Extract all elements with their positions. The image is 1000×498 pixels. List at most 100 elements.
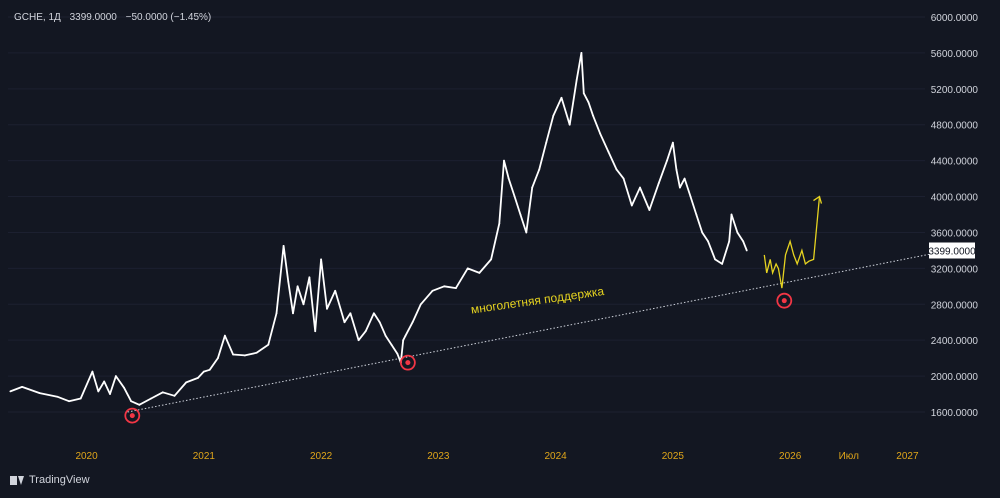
price-point bbox=[666, 159, 668, 162]
price-point bbox=[639, 186, 641, 189]
y-tick-label: 4000.0000 bbox=[931, 193, 979, 204]
price-point bbox=[587, 101, 590, 104]
price-point bbox=[538, 168, 541, 171]
price-point bbox=[314, 330, 317, 333]
x-tick-label: Июл bbox=[839, 451, 859, 462]
price-point bbox=[287, 280, 290, 283]
forecast-line bbox=[763, 196, 821, 289]
price-point bbox=[519, 213, 522, 216]
symbol-label: GCHE, 1Д bbox=[14, 12, 61, 23]
price-point bbox=[402, 339, 405, 342]
price-point bbox=[384, 334, 387, 337]
price-point bbox=[349, 312, 352, 315]
price-point bbox=[478, 271, 481, 274]
price-point bbox=[736, 231, 739, 234]
price-point bbox=[707, 240, 709, 243]
price-point bbox=[580, 52, 583, 54]
price-point bbox=[689, 195, 692, 198]
price-point bbox=[657, 182, 660, 184]
price-point bbox=[599, 132, 602, 135]
y-tick-label: 3200.0000 bbox=[931, 264, 979, 275]
price-point bbox=[282, 245, 285, 247]
price-point bbox=[648, 209, 651, 211]
close-price: 3399.0000 bbox=[69, 12, 117, 23]
price-point bbox=[431, 289, 434, 292]
price-point bbox=[404, 334, 407, 337]
price-point bbox=[68, 400, 70, 403]
price-point bbox=[123, 386, 125, 389]
price-point bbox=[466, 267, 469, 270]
price-point bbox=[372, 312, 375, 315]
tradingview-brand[interactable]: TradingView bbox=[10, 474, 90, 486]
price-point bbox=[302, 303, 305, 306]
last-price-label: 3399.0000 bbox=[928, 246, 976, 257]
price-point bbox=[498, 222, 501, 225]
price-point bbox=[197, 376, 199, 379]
price-point bbox=[173, 394, 176, 397]
price-point bbox=[79, 397, 82, 400]
y-tick-label: 1600.0000 bbox=[931, 408, 979, 419]
price-point bbox=[56, 395, 59, 398]
price-point bbox=[390, 343, 393, 346]
annotation-label: многолетняя поддержка bbox=[470, 284, 605, 317]
price-point bbox=[364, 330, 367, 333]
x-tick-label: 2027 bbox=[896, 451, 919, 462]
price-point bbox=[568, 123, 571, 126]
price-point bbox=[683, 177, 686, 180]
support-touch-marker bbox=[124, 407, 141, 424]
price-point bbox=[114, 375, 117, 377]
support-touch-marker bbox=[776, 292, 793, 309]
price-point bbox=[552, 114, 555, 117]
price-point bbox=[701, 231, 704, 234]
price-point bbox=[507, 177, 510, 180]
price-point bbox=[138, 403, 141, 406]
price-point bbox=[745, 249, 748, 252]
price-point bbox=[320, 258, 322, 261]
price-point bbox=[560, 96, 563, 99]
price-point bbox=[232, 353, 235, 356]
price-point bbox=[675, 168, 678, 171]
x-tick-label: 2022 bbox=[310, 451, 333, 462]
price-point bbox=[130, 400, 133, 403]
price-point bbox=[326, 307, 328, 310]
price-point bbox=[103, 380, 106, 383]
support-touch-dot bbox=[781, 298, 787, 304]
price-point bbox=[161, 391, 164, 394]
price-point bbox=[292, 312, 294, 315]
price-point bbox=[9, 390, 12, 393]
price-point bbox=[503, 159, 505, 162]
price-point bbox=[455, 287, 457, 290]
price-point bbox=[243, 354, 246, 357]
x-tick-label: 2024 bbox=[544, 451, 567, 462]
x-tick-label: 2020 bbox=[75, 451, 98, 462]
support-touch-dot bbox=[405, 360, 411, 366]
price-point bbox=[217, 357, 219, 360]
price-point bbox=[490, 258, 493, 261]
price-point bbox=[615, 168, 618, 171]
price-change: −50.0000 (−1.45%) bbox=[125, 12, 212, 23]
price-point bbox=[208, 368, 211, 371]
price-point bbox=[378, 321, 381, 324]
price-point bbox=[38, 392, 41, 395]
price-point bbox=[267, 343, 270, 346]
price-point bbox=[582, 92, 585, 95]
price-point bbox=[334, 289, 337, 292]
support-touch-dot bbox=[129, 413, 135, 419]
price-point bbox=[728, 240, 731, 243]
price-point bbox=[513, 195, 516, 198]
x-tick-label: 2025 bbox=[662, 451, 685, 462]
price-point bbox=[575, 78, 578, 81]
x-tick-label: 2023 bbox=[427, 451, 450, 462]
price-point bbox=[607, 150, 610, 153]
y-tick-label: 3600.0000 bbox=[931, 228, 979, 239]
support-line bbox=[127, 253, 931, 413]
price-point bbox=[21, 385, 23, 388]
brand-label: TradingView bbox=[29, 474, 90, 486]
price-point bbox=[224, 334, 226, 337]
y-tick-label: 6000.0000 bbox=[931, 13, 979, 24]
price-point bbox=[411, 321, 414, 324]
symbol-legend: GCHE, 1Д 3399.0000 −50.0000 (−1.45%) bbox=[14, 12, 211, 23]
support-touch-marker bbox=[399, 354, 416, 371]
